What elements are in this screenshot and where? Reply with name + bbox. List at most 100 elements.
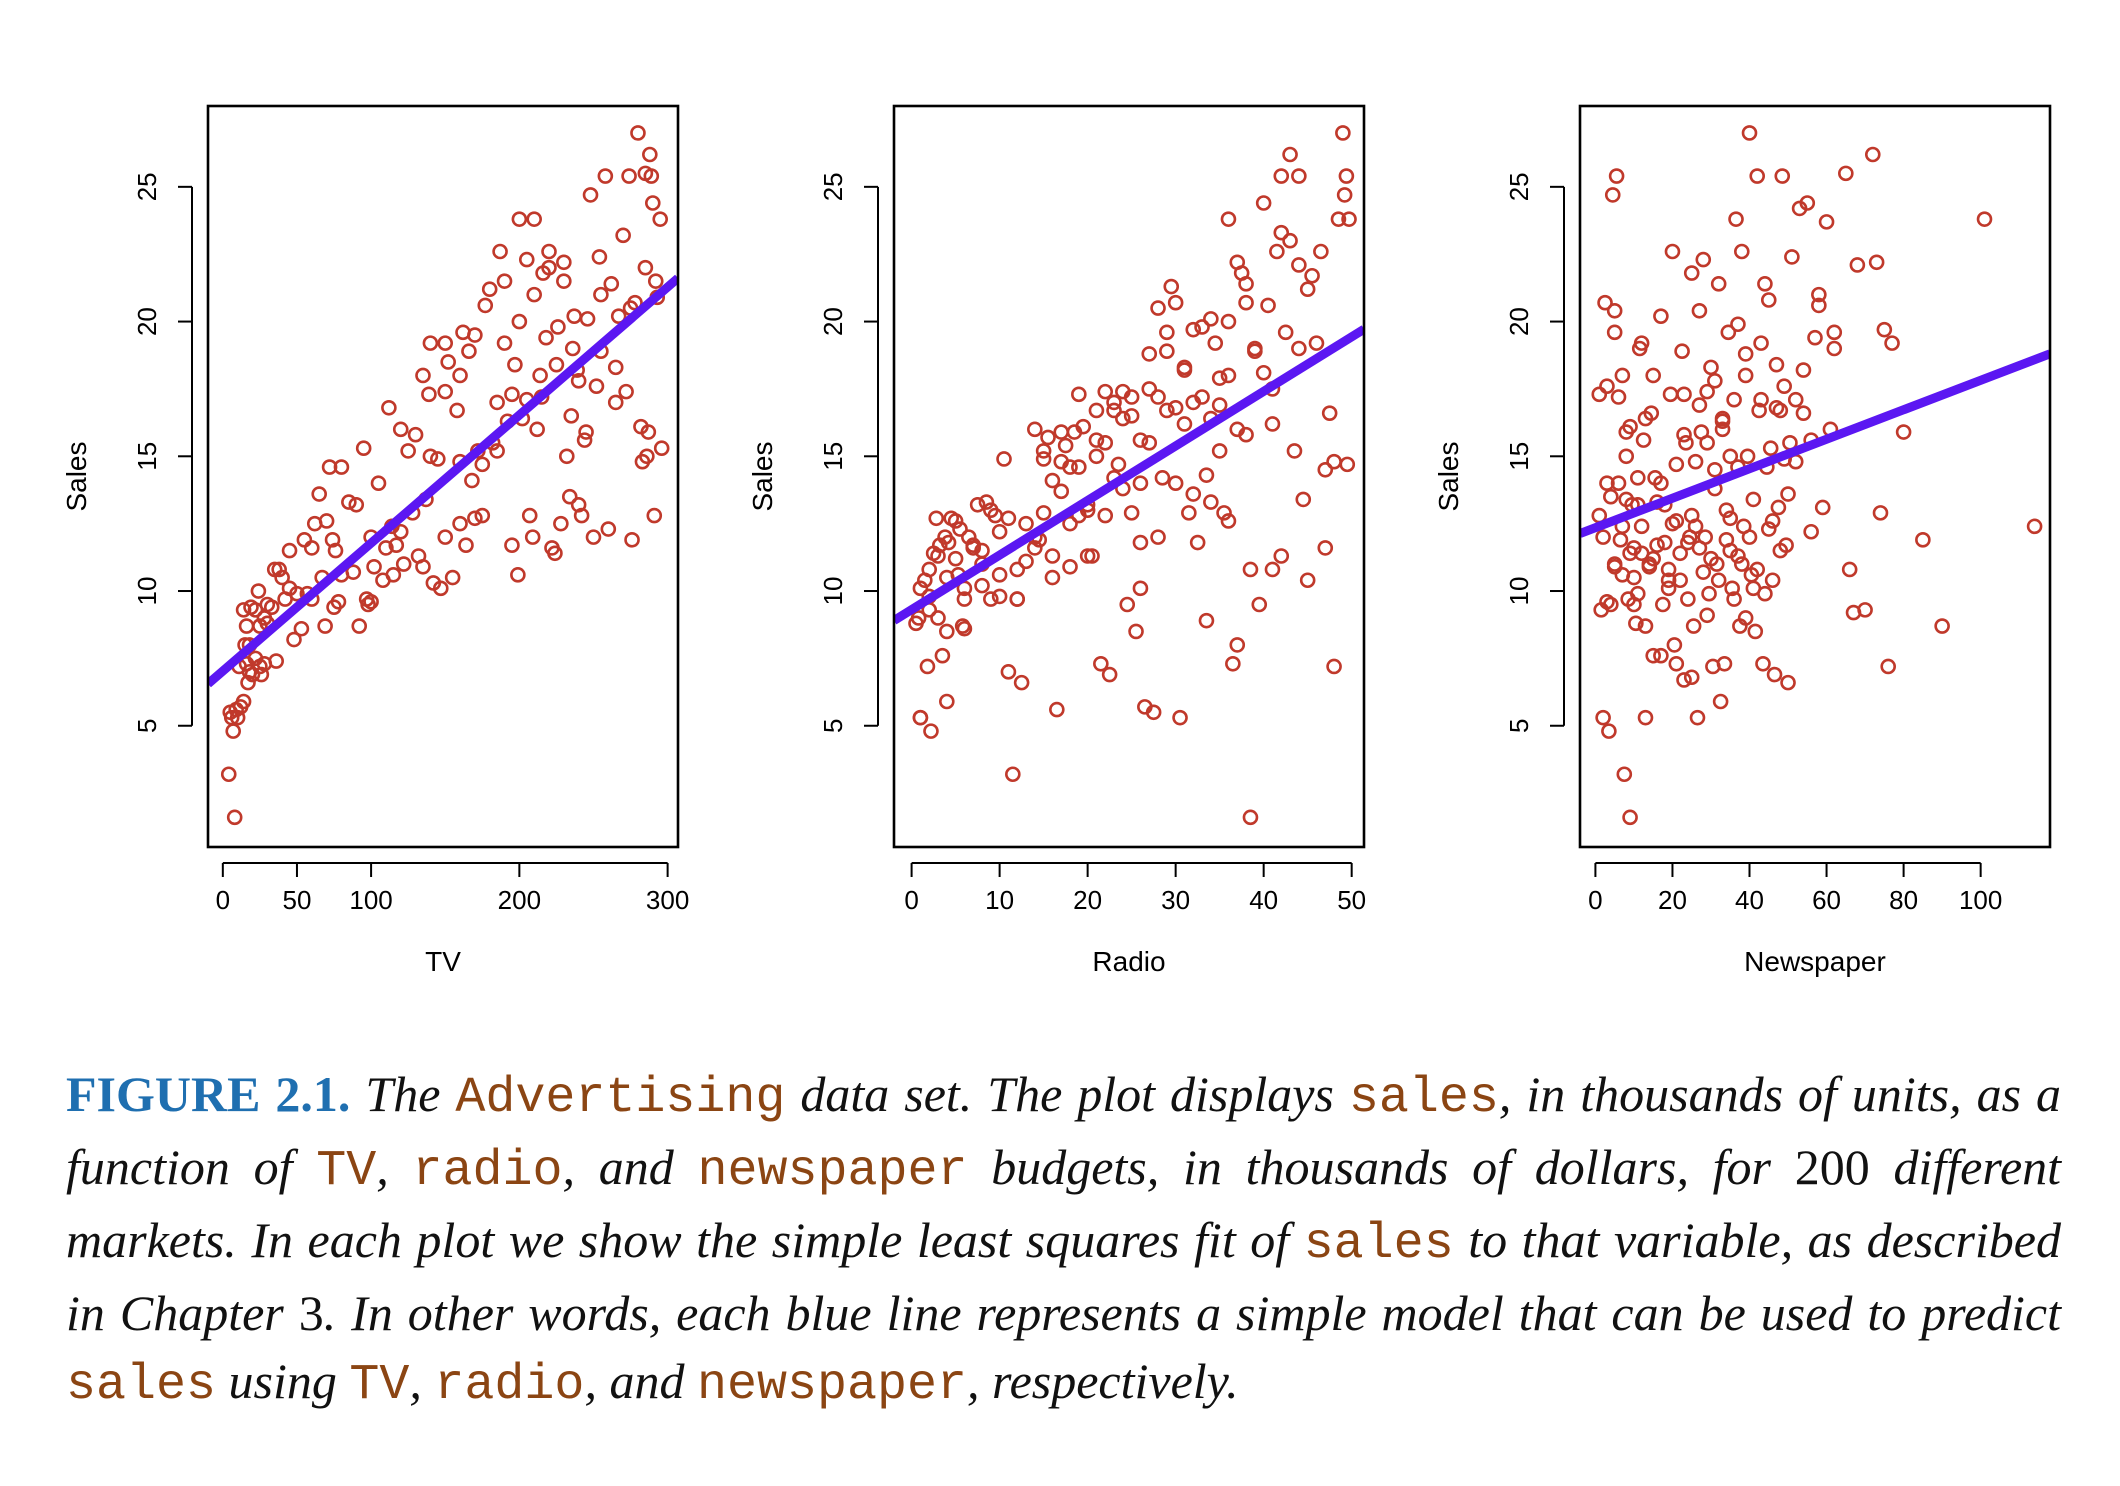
data-point [1264,561,1281,578]
data-point [1674,343,1690,360]
data-point [1132,580,1149,597]
data-point [1703,550,1719,567]
data-point [1780,486,1796,502]
data-point [489,443,505,459]
scatter-panel-radio: 0 10 20 30 40 50 Radio 5 10 15 20 25 Sales [747,104,1366,977]
data-point [333,459,350,475]
data-point [504,537,520,554]
caption-text: 200 [1794,1139,1870,1195]
data-point [2026,518,2043,535]
data-point [1326,658,1342,675]
data-point [220,766,237,783]
data-point [1606,556,1623,572]
data-point [507,356,523,373]
data-point [956,620,973,637]
data-point [1628,615,1644,632]
data-point [1691,302,1708,319]
data-point [647,273,664,289]
data-point [615,227,631,244]
data-point [489,394,505,411]
data-point [449,402,465,419]
data-point [1027,540,1043,556]
data-point [930,610,946,626]
data-point [563,408,580,424]
data-point [644,195,661,211]
data-point [1027,421,1043,438]
data-point [1633,335,1650,351]
data-point [1338,168,1355,184]
data-point [1678,435,1694,451]
data-point [1101,666,1118,683]
plot-frame [206,104,680,849]
data-point [1141,435,1158,451]
data-point [991,588,1008,605]
data-point [1608,168,1625,184]
data-point [1716,655,1733,672]
y-tick-label: 5 [1504,719,1534,733]
data-point [618,383,634,400]
data-point [1895,424,1912,440]
x-axis-label: Radio [1092,946,1165,977]
data-point [593,286,609,303]
caption-text: data set. The plot displays [785,1066,1349,1122]
data-point [303,540,320,556]
caption-text: different markets. In each plot we show … [66,1139,2062,1268]
data-point [1229,254,1246,271]
data-point [1591,386,1608,403]
data-point [1150,389,1166,405]
data-point [1751,402,1767,419]
data-point [1876,321,1893,338]
data-point [1220,211,1237,227]
plot-frame [892,104,1366,849]
caption-text: , and [562,1139,698,1195]
data-point [1737,367,1754,384]
data-point [1772,542,1789,559]
x-tick-label: 100 [1959,885,2002,915]
x-axis: 0 50 100 200 300 [216,862,689,915]
data-point [395,556,412,572]
data-point [1167,399,1184,416]
caption-code-term: sales [1348,1070,1499,1127]
data-point [1088,432,1105,448]
data-point [1811,297,1827,314]
data-point [388,537,405,554]
data-point [1198,612,1215,629]
data-point [556,254,572,271]
data-point [1880,658,1896,675]
data-point [1132,534,1149,551]
y-axis: 5 10 15 20 25 [818,172,879,733]
data-point [1159,324,1175,341]
data-points [220,125,670,826]
scatter-panel-newspaper: 0 20 40 60 80 100 Newspaper 5 10 15 20 25 Sales [1433,104,2052,977]
data-point [637,259,654,276]
data-point [311,486,327,502]
data-point [1599,475,1615,492]
data-point [1203,494,1219,510]
data-point [1747,623,1764,640]
data-point [591,249,608,265]
data-point [1807,329,1823,346]
data-point [947,550,964,567]
data-point [1194,319,1210,335]
data-point [1685,618,1702,634]
data-point [1666,637,1683,653]
data-point [1097,383,1114,400]
y-tick-label: 25 [1504,172,1534,201]
data-point [1618,448,1635,465]
data-point [1755,655,1771,672]
data-point [1664,515,1681,532]
caption-code-term: radio [434,1357,585,1414]
data-point [1741,529,1758,545]
data-point [1934,618,1950,634]
data-point [1035,451,1052,467]
data-point [474,456,491,473]
x-tick-label: 300 [646,885,689,915]
data-point [1760,521,1777,537]
data-point [1610,475,1627,492]
data-point [1635,432,1652,448]
data-point [1304,267,1320,284]
data-point [1774,168,1791,184]
y-tick-label: 25 [818,172,848,201]
data-point [1672,545,1688,562]
caption-text: The [350,1066,456,1122]
